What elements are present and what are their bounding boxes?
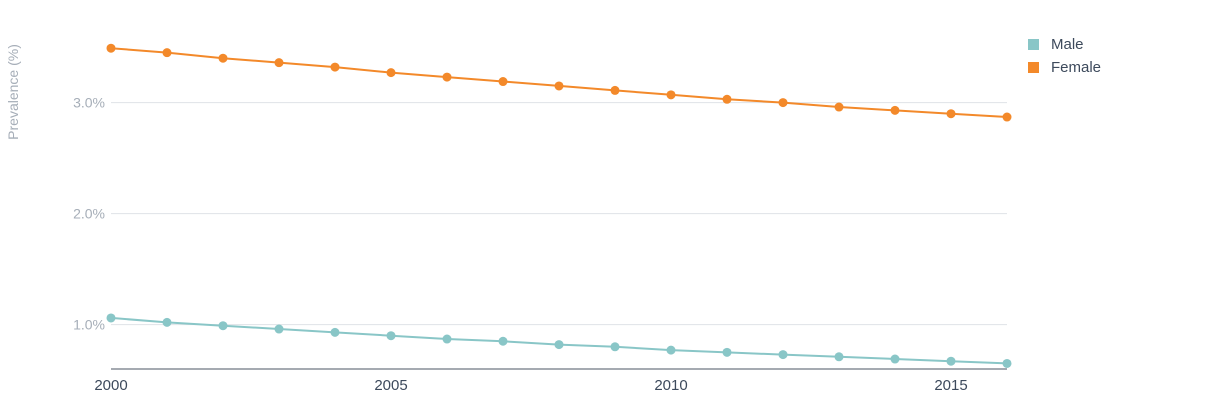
series-male [106,313,1012,368]
y-axis-label: Prevalence (%) [5,44,21,140]
data-point-female[interactable] [442,72,452,82]
y-tick-label: 2.0% [73,206,105,222]
data-point-female[interactable] [330,62,340,72]
series-group [106,43,1012,368]
legend-item-female[interactable]: Female [1028,56,1101,79]
legend-swatch-female [1028,62,1039,73]
legend-swatch-male [1028,39,1039,50]
data-point-male[interactable] [1002,358,1012,368]
data-point-male[interactable] [274,324,284,334]
legend-label-female: Female [1051,59,1102,76]
legend-label-male: Male [1051,36,1084,53]
data-point-female[interactable] [274,58,284,68]
y-tick-labels: 1.0% 2.0% 3.0% [73,95,105,333]
data-point-female[interactable] [386,68,396,78]
data-point-female[interactable] [834,102,844,112]
data-point-female[interactable] [554,81,564,91]
gridlines [111,102,1007,326]
data-point-male[interactable] [386,331,396,341]
data-point-male[interactable] [722,347,732,357]
data-point-female[interactable] [610,85,620,95]
x-tick-label: 2000 [94,377,127,394]
data-point-male[interactable] [162,317,172,327]
data-point-male[interactable] [330,327,340,337]
data-point-male[interactable] [498,336,508,346]
x-tick-label: 2015 [934,377,967,394]
x-tick-label: 2010 [654,377,687,394]
data-point-female[interactable] [946,109,956,119]
data-point-male[interactable] [610,342,620,352]
legend-item-male[interactable]: Male [1028,33,1101,56]
data-point-male[interactable] [218,321,228,331]
data-point-female[interactable] [666,90,676,100]
data-point-female[interactable] [218,53,228,63]
data-point-female[interactable] [1002,112,1012,122]
data-point-male[interactable] [554,340,564,350]
x-tick-label: 2005 [374,377,407,394]
data-point-female[interactable] [722,94,732,104]
legend: Male Female [1028,33,1101,79]
data-point-male[interactable] [778,350,788,360]
data-point-female[interactable] [106,43,116,53]
data-point-male[interactable] [666,345,676,355]
y-tick-label: 1.0% [73,317,105,333]
data-point-female[interactable] [162,48,172,58]
data-point-female[interactable] [778,98,788,108]
x-tick-labels: 2000 2005 2010 2015 [94,377,967,394]
y-tick-label: 3.0% [73,95,105,111]
data-point-female[interactable] [498,77,508,87]
series-female [106,43,1012,122]
data-point-male[interactable] [106,313,116,323]
data-point-male[interactable] [834,352,844,362]
data-point-male[interactable] [946,356,956,366]
data-point-male[interactable] [890,354,900,364]
data-point-female[interactable] [890,105,900,115]
data-point-male[interactable] [442,334,452,344]
